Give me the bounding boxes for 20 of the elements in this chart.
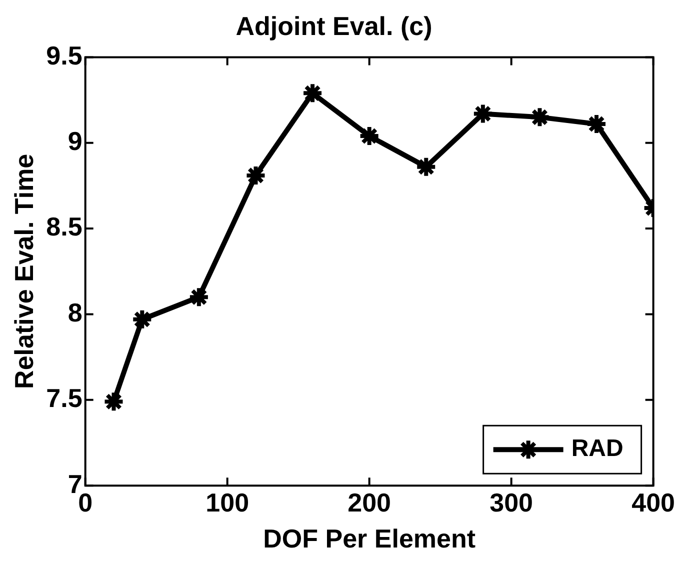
x-tick-label: 100 bbox=[206, 487, 250, 518]
y-axis-title: Relative Eval. Time bbox=[8, 154, 39, 389]
point bbox=[528, 106, 551, 128]
point bbox=[415, 156, 438, 178]
y-tick-label: 9 bbox=[68, 126, 82, 156]
point bbox=[131, 308, 154, 330]
point bbox=[188, 286, 210, 308]
point bbox=[302, 82, 324, 104]
y-tick-label: 9.5 bbox=[46, 40, 82, 70]
point bbox=[102, 390, 125, 413]
point bbox=[472, 102, 494, 125]
y-tick-label: 7.5 bbox=[46, 383, 82, 414]
x-axis-title: DOF Per Element bbox=[263, 524, 476, 554]
x-tick-label: 300 bbox=[490, 487, 534, 518]
chart-title: Adjoint Eval. (c) bbox=[236, 10, 432, 41]
legend-label: RAD bbox=[571, 435, 624, 462]
y-tick-label: 8.5 bbox=[46, 212, 82, 242]
y-tick-label: 8 bbox=[68, 297, 82, 328]
x-tick-label: 200 bbox=[348, 487, 392, 518]
x-tick-label: 400 bbox=[632, 487, 676, 518]
